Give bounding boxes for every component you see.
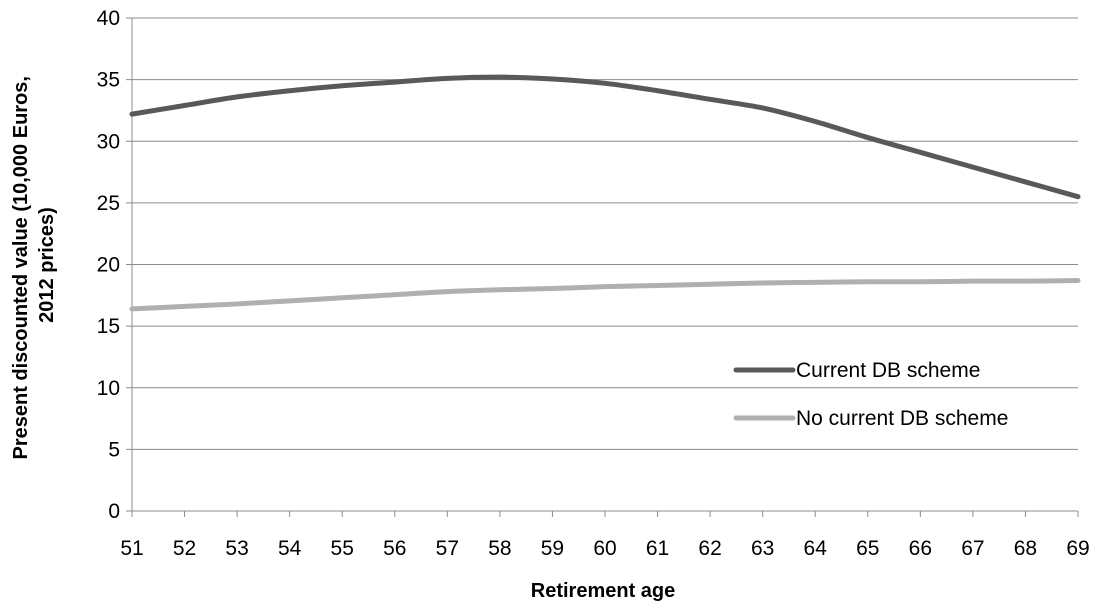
x-axis-title: Retirement age xyxy=(531,580,676,602)
y-tick-label: 10 xyxy=(97,377,120,400)
x-tick-label: 51 xyxy=(120,537,143,560)
x-tick-label: 56 xyxy=(383,537,406,560)
y-tick-label: 15 xyxy=(97,315,120,338)
x-tick-label: 64 xyxy=(804,537,828,560)
y-axis-title-line-2: 2012 prices) xyxy=(36,207,58,323)
y-tick-label: 25 xyxy=(97,192,120,215)
y-axis-title: Present discounted value (10,000 Euros, … xyxy=(10,70,58,459)
x-tick-label: 52 xyxy=(173,537,196,560)
tick-labels: 0 5 10 15 20 25 30 35 40 51 52 53 54 55 56 57 58 59 60 61 62… xyxy=(97,7,1090,560)
series-lines xyxy=(129,74,1081,312)
y-axis-title-line-1: Present discounted value (10,000 Euros, xyxy=(10,76,32,459)
legend: Current DB scheme No current DB scheme xyxy=(733,359,1008,430)
x-tick-label: 68 xyxy=(1014,537,1037,560)
x-tick-label: 63 xyxy=(751,537,774,560)
series-line-1 xyxy=(129,278,1081,312)
x-tick-label: 69 xyxy=(1066,537,1089,560)
x-tick-label: 62 xyxy=(698,537,721,560)
y-tick-label: 40 xyxy=(97,7,120,30)
x-tick-label: 67 xyxy=(961,537,984,560)
y-tick-label: 0 xyxy=(108,500,120,523)
series-line-0 xyxy=(129,74,1081,200)
legend-label-1: No current DB scheme xyxy=(796,407,1008,430)
y-tick-label: 30 xyxy=(97,130,120,153)
x-tick-label: 53 xyxy=(225,537,248,560)
x-tick-label: 55 xyxy=(331,537,354,560)
x-tick-label: 58 xyxy=(488,537,511,560)
x-tick-label: 60 xyxy=(593,537,616,560)
x-tick-label: 57 xyxy=(436,537,459,560)
gridlines xyxy=(132,17,1078,450)
y-tick-label: 5 xyxy=(108,438,120,461)
x-tick-label: 65 xyxy=(856,537,879,560)
x-tick-label: 54 xyxy=(278,537,302,560)
y-tick-label: 35 xyxy=(97,69,120,92)
axes xyxy=(126,17,1079,517)
x-tick-label: 61 xyxy=(646,537,669,560)
legend-label-0: Current DB scheme xyxy=(796,359,980,382)
x-tick-label: 59 xyxy=(541,537,564,560)
y-tick-label: 20 xyxy=(97,254,120,277)
x-tick-label: 66 xyxy=(909,537,932,560)
